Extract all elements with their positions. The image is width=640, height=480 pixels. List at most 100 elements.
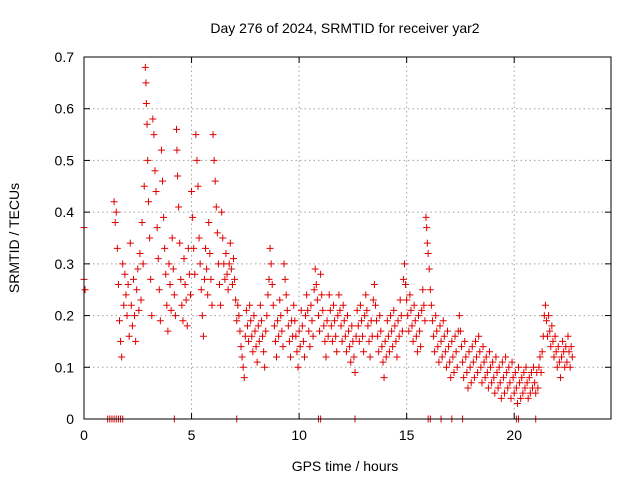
data-point (110, 198, 118, 206)
data-point (412, 332, 420, 340)
data-point (479, 343, 487, 351)
data-point (204, 291, 212, 299)
data-point (138, 218, 146, 226)
data-point (408, 322, 416, 330)
data-point (165, 260, 173, 268)
data-point (142, 100, 150, 108)
data-point (409, 337, 417, 345)
data-point (460, 374, 468, 382)
data-point (240, 374, 248, 382)
data-point (174, 172, 182, 180)
data-point (425, 265, 433, 273)
data-point (269, 301, 277, 309)
data-point (491, 389, 499, 397)
data-point (417, 343, 425, 351)
data-point (357, 317, 365, 325)
data-point (387, 312, 395, 320)
data-point (154, 255, 162, 263)
data-point (316, 327, 324, 335)
data-point (435, 358, 443, 366)
data-point (293, 348, 301, 356)
data-point (128, 322, 136, 330)
data-point (144, 156, 152, 164)
data-point (275, 332, 283, 340)
data-point (251, 327, 259, 335)
x-tick-label: 20 (506, 427, 522, 443)
data-point (499, 374, 507, 382)
data-point (430, 332, 438, 340)
data-point (521, 384, 529, 392)
data-point (566, 363, 574, 371)
data-point (308, 317, 316, 325)
data-point (118, 353, 126, 361)
data-point (469, 358, 477, 366)
data-point (515, 363, 523, 371)
data-point (505, 363, 513, 371)
data-point (464, 384, 472, 392)
data-point (492, 353, 500, 361)
data-point (532, 389, 540, 397)
data-point (361, 312, 369, 320)
data-point (567, 343, 575, 351)
data-point (310, 286, 318, 294)
data-point (221, 275, 229, 283)
data-point (186, 291, 194, 299)
data-point (453, 363, 461, 371)
data-point (438, 353, 446, 361)
data-point (290, 301, 298, 309)
data-point (337, 322, 345, 330)
data-point (309, 332, 317, 340)
data-point (360, 348, 368, 356)
data-point (311, 265, 319, 273)
data-point (161, 244, 169, 252)
data-point (225, 260, 233, 268)
data-point (147, 275, 155, 283)
data-point (365, 337, 373, 345)
data-point (306, 343, 314, 351)
data-point (129, 275, 137, 283)
data-point (134, 265, 142, 273)
data-point (202, 244, 210, 252)
data-point (376, 312, 384, 320)
data-point (270, 322, 278, 330)
data-point (404, 312, 412, 320)
data-point (267, 260, 275, 268)
y-tick-label: 0.1 (55, 359, 75, 375)
data-point (523, 379, 531, 387)
data-point (503, 368, 511, 376)
data-point (238, 353, 246, 361)
data-point (162, 270, 170, 278)
data-point (407, 306, 415, 314)
data-point (282, 291, 290, 299)
data-point (132, 337, 140, 345)
data-point (475, 332, 483, 340)
data-point (347, 358, 355, 366)
data-point (490, 374, 498, 382)
data-point (459, 358, 467, 366)
data-point (427, 301, 435, 309)
data-point (180, 255, 188, 263)
data-point (203, 265, 211, 273)
data-point (389, 343, 397, 351)
data-point (345, 327, 353, 335)
data-point (548, 322, 556, 330)
data-point (564, 332, 572, 340)
data-point (250, 312, 258, 320)
data-point (488, 379, 496, 387)
y-tick-label: 0.4 (55, 204, 75, 220)
data-point (194, 182, 202, 190)
data-point (298, 322, 306, 330)
data-point (439, 317, 447, 325)
data-point (333, 348, 341, 356)
data-point (467, 379, 475, 387)
data-point (461, 337, 469, 345)
data-point (112, 208, 120, 216)
data-point (442, 363, 450, 371)
data-point (133, 286, 141, 294)
data-point (208, 301, 216, 309)
data-point (511, 368, 519, 376)
data-point (390, 306, 398, 314)
data-point (227, 265, 235, 273)
data-point (382, 353, 390, 361)
